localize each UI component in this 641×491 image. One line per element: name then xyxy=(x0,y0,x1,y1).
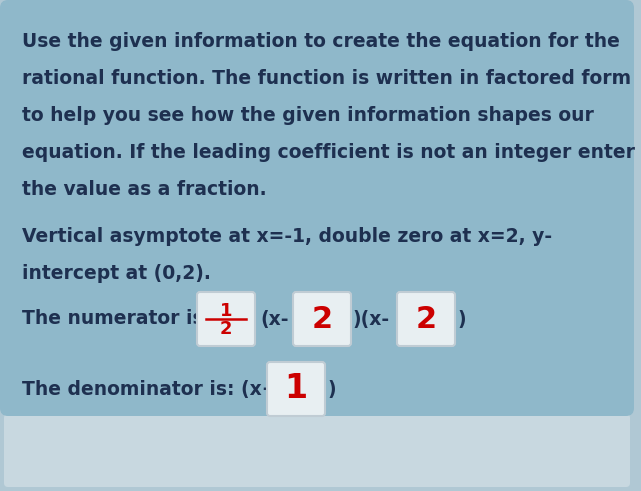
Text: intercept at (0,2).: intercept at (0,2). xyxy=(22,264,211,283)
FancyBboxPatch shape xyxy=(4,414,630,487)
Text: 2: 2 xyxy=(220,320,232,338)
Text: 2: 2 xyxy=(312,304,333,333)
Text: ): ) xyxy=(327,380,336,399)
Text: to help you see how the given information shapes our: to help you see how the given informatio… xyxy=(22,106,594,125)
FancyBboxPatch shape xyxy=(397,292,455,346)
Text: 1: 1 xyxy=(220,302,232,320)
FancyBboxPatch shape xyxy=(267,362,325,416)
FancyBboxPatch shape xyxy=(293,292,351,346)
Text: (x-: (x- xyxy=(260,309,288,328)
Text: 1: 1 xyxy=(285,373,308,406)
Text: equation. If the leading coefficient is not an integer enter: equation. If the leading coefficient is … xyxy=(22,143,635,162)
Text: the value as a fraction.: the value as a fraction. xyxy=(22,180,267,199)
FancyBboxPatch shape xyxy=(197,292,255,346)
Text: 2: 2 xyxy=(415,304,437,333)
Text: )(x-: )(x- xyxy=(352,309,389,328)
Text: The denominator is: (x+: The denominator is: (x+ xyxy=(22,380,278,399)
Text: rational function. The function is written in factored form: rational function. The function is writt… xyxy=(22,69,631,88)
Text: The numerator is:: The numerator is: xyxy=(22,309,211,328)
Text: Vertical asymptote at x=-1, double zero at x=2, y-: Vertical asymptote at x=-1, double zero … xyxy=(22,227,552,246)
Text: Use the given information to create the equation for the: Use the given information to create the … xyxy=(22,32,620,51)
FancyBboxPatch shape xyxy=(0,0,634,416)
Text: ): ) xyxy=(457,309,465,328)
